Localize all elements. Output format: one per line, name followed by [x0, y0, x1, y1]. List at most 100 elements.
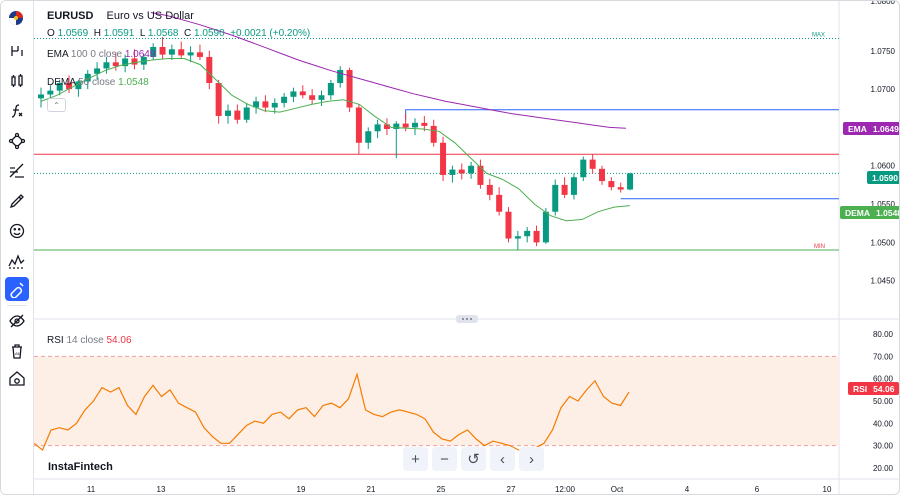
fib-tool-icon[interactable]: [5, 159, 29, 183]
candle-body: [215, 82, 222, 116]
zoom-out-button[interactable]: −: [432, 447, 457, 471]
ema-tag-value: 1.0649: [872, 123, 899, 134]
candle-body: [131, 58, 138, 65]
time-tick-label: 19: [297, 485, 306, 494]
time-tick-label: 12:00: [555, 485, 576, 494]
ema-price-tag: EMA 1.0649: [843, 122, 899, 135]
brush-icon[interactable]: [5, 189, 29, 213]
high-label: H: [93, 28, 101, 39]
rsi-tick-label: 50.00: [873, 397, 894, 406]
rsi-legend[interactable]: RSI 14 close 54.06: [47, 335, 132, 346]
ema-line: [150, 12, 627, 129]
candle-body: [496, 194, 503, 212]
candle-body: [206, 56, 213, 83]
dema-value: 1.0548: [118, 77, 149, 88]
pattern-tool-icon[interactable]: [5, 249, 29, 273]
candle-body: [196, 52, 203, 57]
ohlc-legend: O 1.0569 H 1.0591 L 1.0568 C 1.0590 +0.0…: [47, 28, 310, 39]
candle-body: [318, 95, 325, 100]
candle-body: [159, 46, 166, 55]
ema-tag-label: EMA: [848, 123, 867, 134]
crosshair-tool-icon[interactable]: [5, 39, 29, 63]
time-tick-label: 27: [507, 485, 516, 494]
rsi-tick-label: 30.00: [873, 442, 894, 451]
price-tick-label: 1.0600: [871, 162, 896, 171]
snapshot-icon[interactable]: [5, 367, 29, 391]
emoji-icon[interactable]: [5, 219, 29, 243]
candle-body: [355, 107, 362, 143]
scroll-left-button[interactable]: ‹: [490, 447, 515, 471]
function-icon[interactable]: [5, 99, 29, 123]
trash-icon[interactable]: All: [5, 339, 29, 363]
rsi-value: 54.06: [106, 335, 132, 346]
ema-legend[interactable]: EMA 100 0 close 1.0649: [47, 49, 155, 60]
time-tick-label: Oct: [611, 485, 624, 494]
low-label: L: [139, 28, 146, 39]
candle-body: [486, 184, 493, 195]
candle-body: [103, 62, 110, 69]
min-label: MIN: [814, 244, 825, 250]
candle-body: [262, 101, 269, 108]
scroll-right-button[interactable]: ›: [519, 447, 544, 471]
low-value: 1.0568: [147, 28, 179, 39]
hide-drawings-icon[interactable]: [5, 309, 29, 333]
candle-body: [589, 159, 596, 169]
candle-body: [122, 58, 129, 67]
dema-legend[interactable]: DEMA 50 close 1.0548: [47, 77, 149, 88]
time-tick-label: 13: [157, 485, 166, 494]
candle-body: [94, 68, 101, 74]
candle-body: [383, 124, 390, 129]
candle-body: [187, 52, 194, 56]
last-price-value: 1.0590: [872, 172, 898, 183]
candle-body: [327, 82, 334, 96]
rsi-tag-label: RSI: [853, 383, 868, 394]
price-tick-label: 1.0750: [871, 47, 896, 56]
open-label: O: [47, 28, 55, 39]
candle-body: [47, 90, 54, 95]
candle-body: [225, 110, 231, 116]
candle-body: [84, 73, 91, 82]
candle-body: [514, 236, 521, 239]
price-tick-label: 1.0500: [871, 238, 896, 247]
rsi-band: [34, 356, 839, 446]
rsi-tag-value: 54.06: [873, 383, 895, 394]
brand-logo: InstaFintech: [48, 461, 113, 473]
ema-name: EMA: [47, 49, 69, 60]
candle-body: [458, 169, 465, 174]
symbol-flag-icon: [9, 11, 23, 25]
ema-params: 100 0 close: [70, 49, 123, 60]
candle-body: [468, 165, 475, 174]
open-value: 1.0569: [57, 28, 89, 39]
candle-body: [38, 94, 44, 99]
close-value: 1.0590: [194, 28, 225, 39]
symbol-legend: EURUSD Euro vs US Dollar: [47, 10, 194, 22]
close-label: C: [184, 28, 192, 39]
rsi-tick-label: 20.00: [873, 464, 894, 473]
candle-body: [290, 91, 297, 97]
candle-body: [627, 173, 634, 190]
candle-body: [281, 96, 288, 103]
symbol-description: Euro vs US Dollar: [106, 10, 194, 22]
magnet-icon[interactable]: [5, 277, 29, 301]
pane-resize-handle[interactable]: [456, 315, 478, 323]
price-tick-label: 1.0700: [871, 85, 896, 94]
collapse-legend-button[interactable]: ⌃: [47, 98, 66, 112]
candle-body: [150, 46, 157, 57]
zoom-in-button[interactable]: +: [403, 447, 428, 471]
candle-body: [412, 122, 418, 128]
reset-chart-button[interactable]: ↺: [461, 447, 486, 471]
candle-body: [243, 107, 250, 120]
candle-body: [112, 62, 119, 67]
left-toolbar: All: [1, 1, 34, 494]
candle-body: [346, 69, 353, 108]
dema-tag-value: 1.0548: [876, 207, 900, 218]
last-price-tag: 1.0590: [867, 171, 899, 184]
candles-icon[interactable]: [5, 69, 29, 93]
path-tool-icon[interactable]: [5, 129, 29, 153]
candle-body: [580, 159, 587, 178]
time-tick-label: 11: [87, 485, 96, 494]
range-box-top: [405, 109, 839, 120]
candle-body: [570, 177, 577, 195]
